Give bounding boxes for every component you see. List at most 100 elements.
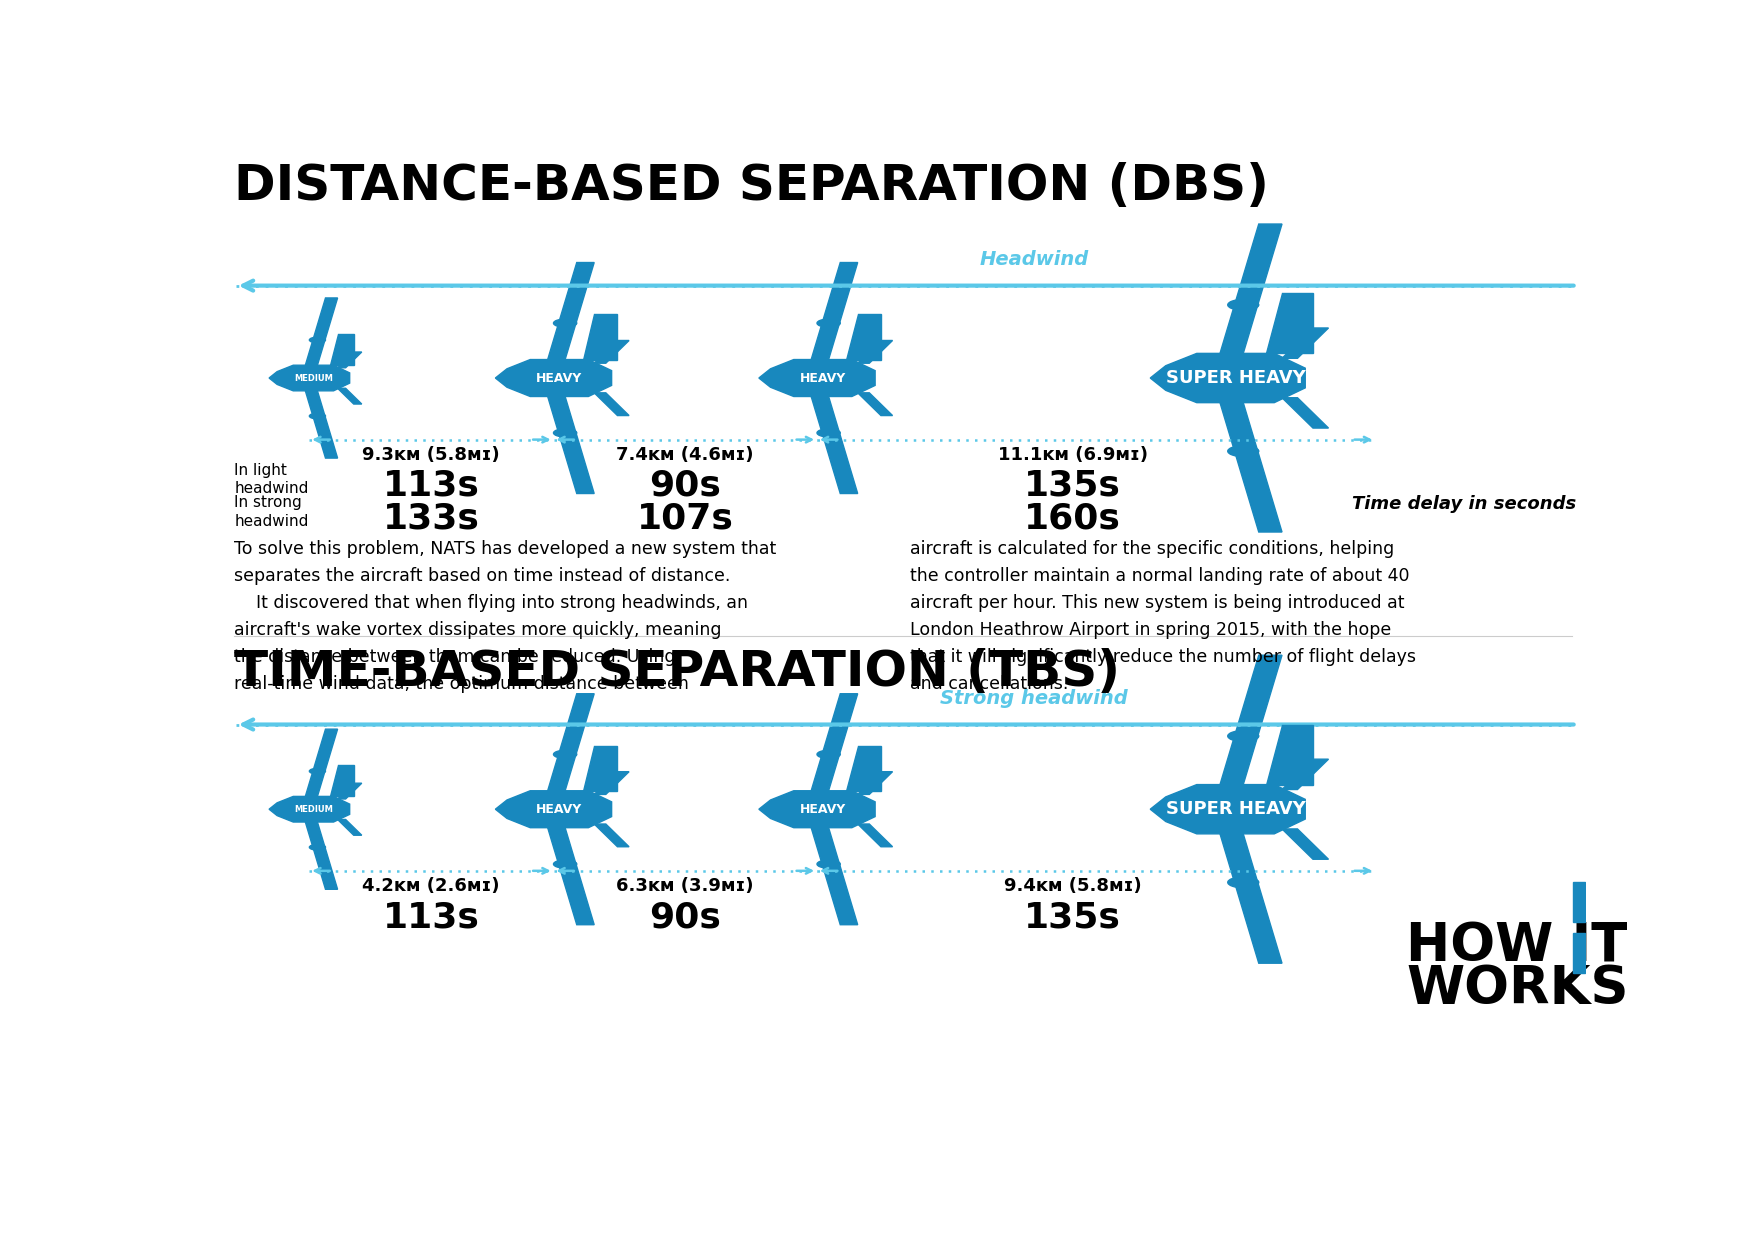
Polygon shape	[1283, 397, 1329, 428]
Ellipse shape	[1228, 730, 1258, 742]
Text: 9.3ᴋᴍ (5.8ᴍɪ): 9.3ᴋᴍ (5.8ᴍɪ)	[363, 446, 500, 464]
Polygon shape	[548, 828, 594, 925]
Polygon shape	[811, 828, 858, 925]
Text: 107s: 107s	[636, 501, 733, 535]
Text: In strong
headwind: In strong headwind	[234, 495, 308, 529]
Polygon shape	[338, 784, 361, 799]
Ellipse shape	[1228, 446, 1258, 457]
Polygon shape	[594, 771, 629, 795]
Text: In light
headwind: In light headwind	[234, 463, 308, 496]
Polygon shape	[495, 359, 611, 396]
Text: HOW IT: HOW IT	[1406, 921, 1628, 973]
Polygon shape	[858, 340, 893, 363]
Text: 113s: 113s	[382, 900, 479, 935]
Polygon shape	[1219, 655, 1283, 785]
Text: 133s: 133s	[382, 501, 479, 535]
Polygon shape	[338, 389, 361, 404]
Polygon shape	[338, 352, 361, 368]
Polygon shape	[329, 334, 354, 365]
Ellipse shape	[553, 860, 576, 868]
Ellipse shape	[553, 750, 576, 759]
Polygon shape	[305, 391, 338, 458]
Text: HEAVY: HEAVY	[536, 371, 583, 385]
Polygon shape	[305, 729, 338, 796]
Ellipse shape	[1228, 300, 1258, 311]
Polygon shape	[495, 791, 611, 828]
Polygon shape	[594, 392, 629, 416]
Polygon shape	[846, 314, 881, 359]
Polygon shape	[759, 791, 876, 828]
Polygon shape	[1219, 834, 1283, 963]
Bar	[1573, 883, 1586, 922]
Polygon shape	[1219, 224, 1283, 353]
Polygon shape	[305, 822, 338, 889]
Polygon shape	[1151, 353, 1306, 402]
Ellipse shape	[818, 860, 840, 868]
Text: HEAVY: HEAVY	[800, 802, 846, 816]
Text: HEAVY: HEAVY	[536, 802, 583, 816]
Polygon shape	[548, 262, 594, 359]
Polygon shape	[1283, 328, 1329, 358]
Polygon shape	[811, 693, 858, 791]
Text: To solve this problem, NATS has developed a new system that
separates the aircra: To solve this problem, NATS has develope…	[234, 540, 777, 693]
Ellipse shape	[1228, 877, 1258, 888]
Polygon shape	[1267, 293, 1313, 353]
Polygon shape	[583, 314, 617, 359]
Text: TIME-BASED SEPARATION (TBS): TIME-BASED SEPARATION (TBS)	[234, 647, 1121, 696]
Polygon shape	[305, 298, 338, 365]
Text: 90s: 90s	[650, 900, 721, 935]
Bar	[1573, 933, 1586, 973]
Text: 11.1ᴋᴍ (6.9ᴍɪ): 11.1ᴋᴍ (6.9ᴍɪ)	[997, 446, 1147, 464]
Ellipse shape	[818, 319, 840, 327]
Polygon shape	[329, 765, 354, 796]
Text: 7.4ᴋᴍ (4.6ᴍɪ): 7.4ᴋᴍ (4.6ᴍɪ)	[617, 446, 754, 464]
Ellipse shape	[310, 844, 326, 851]
Text: Strong headwind: Strong headwind	[941, 688, 1128, 708]
Text: WORKS: WORKS	[1406, 963, 1628, 1015]
Text: 135s: 135s	[1024, 469, 1121, 503]
Polygon shape	[1219, 402, 1283, 532]
Polygon shape	[338, 820, 361, 836]
Text: Time delay in seconds: Time delay in seconds	[1351, 495, 1577, 513]
Text: DISTANCE-BASED SEPARATION (DBS): DISTANCE-BASED SEPARATION (DBS)	[234, 162, 1269, 210]
Text: 9.4ᴋᴍ (5.8ᴍɪ): 9.4ᴋᴍ (5.8ᴍɪ)	[1004, 877, 1142, 895]
Polygon shape	[759, 359, 876, 396]
Text: 4.2ᴋᴍ (2.6ᴍɪ): 4.2ᴋᴍ (2.6ᴍɪ)	[363, 877, 500, 895]
Polygon shape	[583, 745, 617, 791]
Text: SUPER HEAVY: SUPER HEAVY	[1166, 800, 1306, 818]
Ellipse shape	[553, 319, 576, 327]
Text: 113s: 113s	[382, 469, 479, 503]
Polygon shape	[548, 693, 594, 791]
Ellipse shape	[553, 428, 576, 437]
Polygon shape	[1267, 724, 1313, 785]
Text: 135s: 135s	[1024, 900, 1121, 935]
Text: MEDIUM: MEDIUM	[294, 374, 333, 383]
Text: 160s: 160s	[1024, 501, 1121, 535]
Polygon shape	[1283, 829, 1329, 859]
Ellipse shape	[818, 750, 840, 759]
Polygon shape	[594, 825, 629, 847]
Polygon shape	[1151, 785, 1306, 834]
Ellipse shape	[310, 769, 326, 774]
Ellipse shape	[310, 413, 326, 418]
Polygon shape	[811, 396, 858, 494]
Polygon shape	[846, 745, 881, 791]
Ellipse shape	[818, 428, 840, 437]
Polygon shape	[270, 365, 349, 391]
Polygon shape	[1283, 759, 1329, 790]
Polygon shape	[858, 392, 893, 416]
Text: 90s: 90s	[650, 469, 721, 503]
Polygon shape	[270, 796, 349, 822]
Polygon shape	[858, 825, 893, 847]
Text: HEAVY: HEAVY	[800, 371, 846, 385]
Polygon shape	[548, 396, 594, 494]
Text: 6.3ᴋᴍ (3.9ᴍɪ): 6.3ᴋᴍ (3.9ᴍɪ)	[617, 877, 754, 895]
Polygon shape	[811, 262, 858, 359]
Text: MEDIUM: MEDIUM	[294, 805, 333, 813]
Text: SUPER HEAVY: SUPER HEAVY	[1166, 369, 1306, 387]
Polygon shape	[594, 340, 629, 363]
Ellipse shape	[310, 337, 326, 343]
Polygon shape	[858, 771, 893, 795]
Text: Headwind: Headwind	[980, 250, 1089, 269]
Text: aircraft is calculated for the specific conditions, helping
the controller maint: aircraft is calculated for the specific …	[909, 540, 1417, 693]
